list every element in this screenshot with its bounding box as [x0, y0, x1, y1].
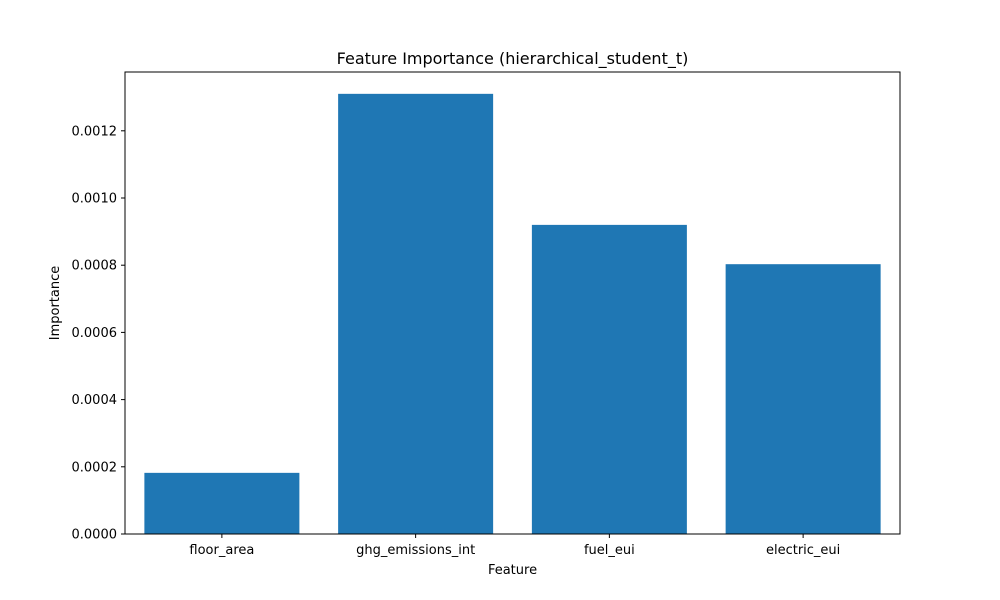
- x-tick-label: fuel_eui: [584, 543, 635, 558]
- bar-electric-eui: [725, 264, 881, 534]
- y-tick-label: 0.0006: [72, 326, 118, 341]
- bars-group: [144, 93, 881, 534]
- chart-title: Feature Importance (hierarchical_student…: [337, 49, 689, 69]
- y-tick-label: 0.0008: [72, 259, 118, 274]
- x-tick-label: floor_area: [189, 543, 254, 558]
- bar-floor-area: [144, 472, 300, 534]
- y-tick-label: 0.0010: [72, 192, 118, 207]
- y-axis-ticks: 0.0000 0.0002 0.0004 0.0006 0.0008 0.0010 0.00…: [72, 124, 125, 543]
- bar-ghg-emissions-int: [338, 93, 494, 534]
- x-axis-label: Feature: [488, 563, 537, 578]
- y-tick-label: 0.0000: [72, 528, 118, 543]
- x-tick-label: electric_eui: [766, 543, 840, 558]
- plot-frame: [124, 71, 901, 535]
- y-tick-label: 0.0002: [72, 460, 118, 475]
- bar-fuel-eui: [531, 224, 687, 534]
- x-axis-ticks: floor_area ghg_emissions_int fuel_eui elect…: [189, 534, 840, 558]
- y-tick-label: 0.0004: [72, 393, 118, 408]
- x-tick-label: ghg_emissions_int: [356, 543, 475, 558]
- y-tick-label: 0.0012: [72, 124, 118, 139]
- y-axis-label: Importance: [48, 266, 63, 341]
